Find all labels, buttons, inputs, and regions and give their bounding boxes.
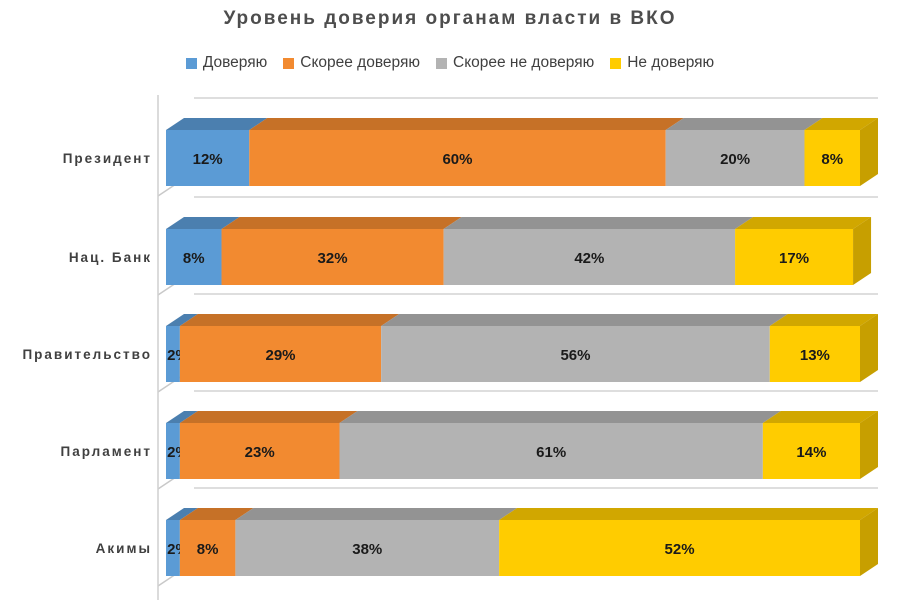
- bar-segment-top: [179, 411, 358, 423]
- bar-segment: [166, 326, 180, 382]
- bar-segment-side: [860, 118, 878, 186]
- data-label: 61%: [536, 444, 566, 461]
- data-label: 8%: [183, 250, 205, 267]
- bar-segment-top: [804, 118, 878, 130]
- bar-segment: [762, 423, 860, 479]
- data-label: 42%: [574, 250, 604, 267]
- bar-segment-top: [443, 217, 754, 229]
- bar-segment: [499, 520, 860, 576]
- bar-segment: [381, 326, 770, 382]
- category-label: Правительство: [22, 347, 152, 362]
- data-label: 8%: [821, 151, 843, 168]
- category-label: Нац. Банк: [69, 250, 152, 265]
- category-label: Президент: [63, 151, 152, 166]
- legend-swatch-rather-trust: [283, 57, 295, 69]
- bar-segment-top: [235, 508, 518, 520]
- bar-segment: [735, 229, 854, 285]
- data-label: 17%: [779, 250, 809, 267]
- legend-item-rather-trust: Скорее доверяю: [283, 54, 420, 72]
- bar-segment: [443, 229, 736, 285]
- bar-segment-top: [381, 314, 788, 326]
- data-label: 23%: [245, 444, 275, 461]
- bar-segment: [249, 130, 666, 186]
- bar-segment-top: [249, 118, 684, 130]
- bar-segment-side: [853, 217, 872, 285]
- bar-segment: [339, 423, 763, 479]
- bar-segment-top: [735, 217, 872, 229]
- data-label: 52%: [665, 541, 695, 558]
- bar-segment: [665, 130, 805, 186]
- data-label: 14%: [796, 444, 826, 461]
- category-label: Парламент: [61, 444, 152, 459]
- bar-segment-top: [339, 411, 781, 423]
- bar-segment-top: [179, 314, 400, 326]
- bar-segment: [179, 423, 340, 479]
- bar-segment: [179, 326, 382, 382]
- bar-segment-top: [769, 314, 878, 326]
- legend-label-rather-distrust: Скорее не доверяю: [453, 54, 595, 71]
- data-label: 38%: [352, 541, 382, 558]
- bar-segment: [166, 520, 180, 576]
- bar-segment-top: [166, 118, 268, 130]
- legend-item-rather-distrust: Скорее не доверяю: [436, 54, 594, 72]
- legend-label-trust: Доверяю: [202, 54, 268, 71]
- bar-segment-side: [860, 411, 878, 479]
- bar-segment-side: [860, 314, 878, 382]
- bar-segment-top: [166, 508, 198, 520]
- bar-segment-top: [665, 118, 823, 130]
- legend-swatch-trust: [185, 57, 197, 69]
- bar-segment-top: [166, 217, 240, 229]
- bar-segment: [769, 326, 860, 382]
- bar-segment: [166, 229, 222, 285]
- bar-segment: [166, 130, 250, 186]
- legend-label-distrust: Не доверяю: [627, 54, 715, 71]
- bar-segment-top: [762, 411, 878, 423]
- bar-segment: [166, 423, 180, 479]
- data-label: 20%: [720, 151, 750, 168]
- legend-label-rather-trust: Скорее доверяю: [300, 54, 420, 71]
- bar-segment: [179, 520, 236, 576]
- bar-segment-top: [179, 508, 254, 520]
- data-label: 8%: [197, 541, 219, 558]
- bar-segment-top: [166, 411, 198, 423]
- legend-item-trust: Доверяю: [185, 54, 268, 72]
- bar-segment-top: [166, 314, 198, 326]
- bar-segment-side: [860, 508, 878, 576]
- bar-segment: [221, 229, 444, 285]
- data-label: 32%: [318, 250, 348, 267]
- bar-segment-top: [221, 217, 462, 229]
- legend-swatch-rather-distrust: [436, 57, 447, 69]
- data-label: 12%: [193, 151, 223, 168]
- data-label: 29%: [265, 347, 295, 364]
- bar-segment: [235, 520, 500, 576]
- legend-swatch-distrust: [610, 57, 622, 69]
- data-label: 13%: [800, 347, 830, 364]
- category-label: Акимы: [96, 541, 152, 556]
- bar-segment-top: [499, 508, 878, 520]
- legend-item-distrust: Не доверяю: [610, 54, 714, 72]
- chart-title: Уровень доверия органам власти в ВКО: [223, 8, 677, 29]
- data-label: 60%: [442, 151, 472, 168]
- bar-segment: [804, 130, 860, 186]
- chart-legend: Доверяю Скорее доверяю Скорее не доверяю…: [0, 54, 900, 72]
- data-label: 56%: [560, 347, 590, 364]
